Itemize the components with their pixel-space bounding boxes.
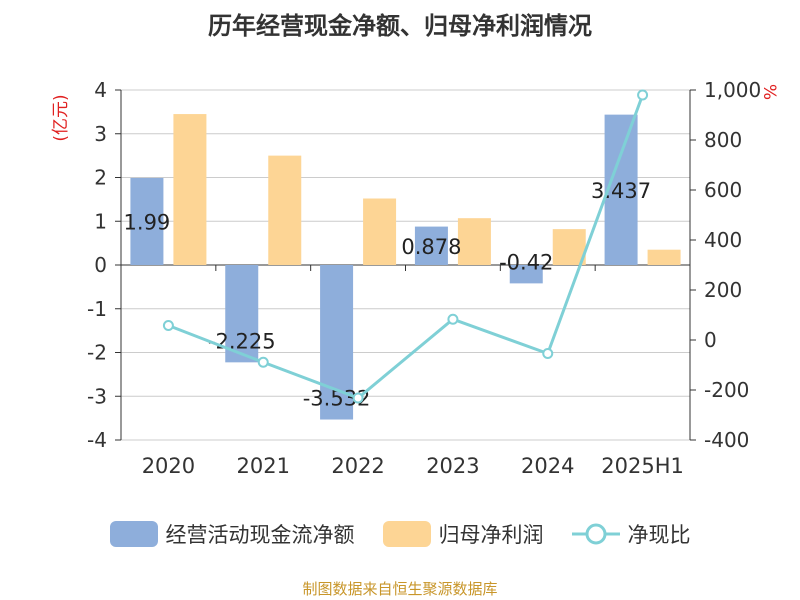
category-label: 2024 — [521, 454, 574, 478]
legend-label-net-profit: 归母净利润 — [438, 523, 544, 547]
bar-cashflow — [225, 265, 259, 363]
bar-net-profit — [457, 218, 491, 265]
data-source-note: 制图数据来自恒生聚源数据库 — [302, 580, 498, 598]
bar-net-profit — [363, 198, 397, 265]
right-axis-unit-label: % — [759, 84, 779, 100]
left-tick-label: -1 — [87, 297, 107, 321]
right-tick-label: 200 — [704, 278, 742, 302]
legend-item-cashflow[interactable]: 经营活动现金流净额 — [109, 519, 355, 549]
legend-swatch-cash-ratio — [571, 523, 620, 545]
chart-legend: 经营活动现金流净额 归母净利润 净现比 — [0, 516, 800, 552]
left-tick-label: 4 — [94, 78, 107, 102]
category-label: 2020 — [142, 454, 195, 478]
right-tick-label: -400 — [704, 428, 749, 452]
left-axis-unit-label: (亿元) — [51, 94, 71, 141]
legend-item-cash-ratio[interactable]: 净现比 — [571, 519, 691, 549]
bar-cashflow — [414, 226, 448, 265]
bar-net-profit — [173, 114, 207, 265]
bar-cashflow — [604, 114, 638, 265]
category-label: 2021 — [237, 454, 290, 478]
bar-cashflow — [130, 177, 164, 265]
point-cash-ratio — [257, 356, 269, 368]
data-label-cashflow: 3.437 — [591, 179, 651, 203]
left-tick-label: 1 — [94, 209, 107, 233]
data-label-cashflow: 0.878 — [401, 235, 461, 259]
right-tick-label: 1,000 — [704, 78, 761, 102]
bar-net-profit — [552, 229, 586, 265]
bar-net-profit — [647, 249, 681, 265]
legend-swatch-cashflow — [109, 521, 158, 547]
left-tick-label: -3 — [87, 384, 107, 408]
legend-swatch-net-profit — [382, 521, 431, 547]
bar-cashflow — [509, 265, 543, 284]
legend-label-cashflow: 经营活动现金流净额 — [165, 523, 355, 547]
right-tick-label: 600 — [704, 178, 742, 202]
data-label-cashflow: 1.99 — [124, 210, 171, 234]
right-tick-label: -200 — [704, 378, 749, 402]
point-cash-ratio — [447, 313, 459, 325]
left-tick-label: -2 — [87, 341, 107, 365]
category-label: 2023 — [426, 454, 479, 478]
point-cash-ratio — [637, 89, 649, 101]
category-label: 2022 — [331, 454, 384, 478]
legend-label-cash-ratio: 净现比 — [627, 523, 691, 547]
point-cash-ratio — [162, 320, 174, 331]
right-tick-label: 400 — [704, 228, 742, 252]
left-tick-label: 2 — [94, 166, 107, 190]
bar-net-profit — [268, 155, 302, 265]
left-tick-label: 0 — [94, 253, 107, 277]
left-tick-label: 3 — [94, 122, 107, 146]
category-label: 2025H1 — [601, 454, 684, 478]
point-cash-ratio — [542, 348, 554, 359]
right-tick-label: 800 — [704, 128, 742, 152]
point-cash-ratio — [352, 392, 364, 404]
right-tick-label: 0 — [704, 328, 717, 352]
data-label-cashflow: -2.225 — [208, 329, 276, 353]
legend-item-net-profit[interactable]: 归母净利润 — [382, 519, 544, 549]
left-tick-label: -4 — [87, 428, 107, 452]
data-label-cashflow: -0.42 — [499, 250, 553, 274]
line-cash-ratio — [167, 94, 644, 400]
chart-title: 历年经营现金净额、归母净利润情况 — [208, 12, 592, 40]
